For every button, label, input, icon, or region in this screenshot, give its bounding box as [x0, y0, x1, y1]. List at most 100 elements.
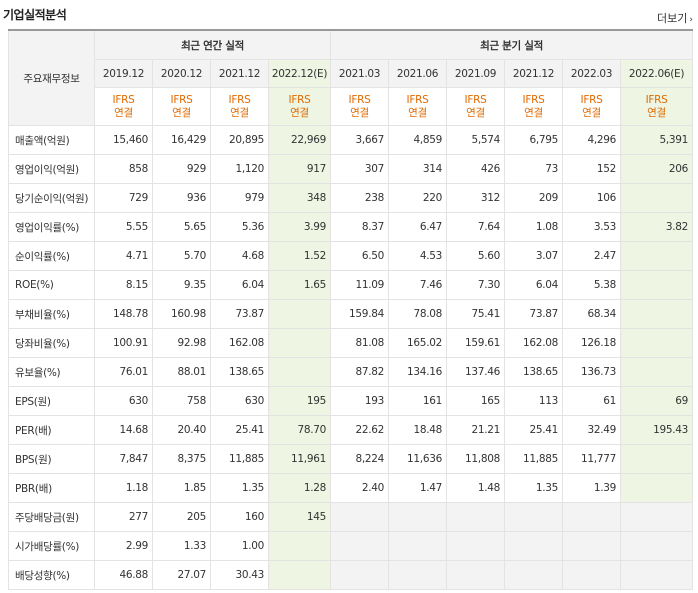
annual-header: 최근 연간 실적 — [94, 29, 331, 60]
ifrs-label: IFRS 연결 — [330, 87, 389, 126]
row-label: 배당성향(%) — [8, 560, 95, 590]
table-cell: 220 — [388, 183, 447, 213]
table-cell: 22.62 — [330, 415, 389, 445]
table-cell — [504, 560, 563, 590]
table-cell — [268, 531, 331, 561]
table-cell: 138.65 — [210, 357, 269, 387]
table-cell: 858 — [94, 154, 153, 184]
row-label: 순이익률(%) — [8, 241, 95, 271]
ifrs-label: IFRS 연결 — [210, 87, 269, 126]
table-cell — [562, 560, 621, 590]
table-cell — [619, 270, 694, 300]
period-header: 2021.09 — [446, 59, 505, 88]
table-cell: 630 — [94, 386, 153, 416]
period-header: 2022.03 — [562, 59, 621, 88]
row-label: 주당배당금(원) — [8, 502, 95, 532]
table-cell: 159.84 — [330, 299, 389, 329]
table-cell: 75.41 — [446, 299, 505, 329]
table-cell: 1.35 — [504, 473, 563, 503]
table-cell: 165 — [446, 386, 505, 416]
table-cell: 6.04 — [210, 270, 269, 300]
table-cell: 160 — [210, 502, 269, 532]
table-row: 영업이익(억원) 858 929 1,120 917 307 314 426 73 152 206 — [8, 154, 694, 184]
quarter-header: 최근 분기 실적 — [329, 29, 694, 60]
table-row: ROE(%) 8.15 9.35 6.04 1.65 11.09 7.46 7.30 6.04 5… — [8, 270, 694, 300]
row-label: BPS(원) — [8, 444, 95, 474]
ifrs-label: IFRS 연결 — [504, 87, 563, 126]
table-cell — [268, 299, 331, 329]
chevron-right-icon: › — [689, 15, 693, 25]
table-cell — [388, 560, 447, 590]
row-label: PBR(배) — [8, 473, 95, 503]
table-cell: 161 — [388, 386, 447, 416]
table-cell: 162.08 — [210, 328, 269, 358]
table-cell: 106 — [562, 183, 621, 213]
table-cell: 729 — [94, 183, 153, 213]
table-cell: 3.82 — [619, 212, 694, 242]
more-link[interactable]: 더보기 › — [657, 10, 693, 26]
table-cell: 238 — [330, 183, 389, 213]
row-label: 시가배당률(%) — [8, 531, 95, 561]
table-cell: 25.41 — [210, 415, 269, 445]
table-cell — [619, 299, 694, 329]
table-cell — [388, 502, 447, 532]
row-label: 영업이익(억원) — [8, 154, 95, 184]
table-cell: 426 — [446, 154, 505, 184]
table-cell — [619, 183, 694, 213]
table-row: 당좌비율(%) 100.91 92.98 162.08 81.08 165.02 159.6… — [8, 328, 694, 358]
table-cell: 3.53 — [562, 212, 621, 242]
row-header: 주요재무정보 — [8, 29, 95, 126]
table-cell: 148.78 — [94, 299, 153, 329]
table-cell: 312 — [446, 183, 505, 213]
table-cell: 20,895 — [210, 125, 269, 155]
table-cell: 4.71 — [94, 241, 153, 271]
table-cell: 2.40 — [330, 473, 389, 503]
table-cell: 126.18 — [562, 328, 621, 358]
table-cell: 4,296 — [562, 125, 621, 155]
table-cell: 30.43 — [210, 560, 269, 590]
table-cell: 5.70 — [152, 241, 211, 271]
table-cell: 20.40 — [152, 415, 211, 445]
ifrs-label: IFRS 연결 — [152, 87, 211, 126]
table-cell: 1.18 — [94, 473, 153, 503]
table-cell — [619, 473, 694, 503]
row-label: 유보율(%) — [8, 357, 95, 387]
table-cell: 145 — [268, 502, 331, 532]
table-cell: 5,391 — [619, 125, 694, 155]
table-cell: 9.35 — [152, 270, 211, 300]
table-cell: 195 — [268, 386, 331, 416]
table-cell: 87.82 — [330, 357, 389, 387]
table-cell: 138.65 — [504, 357, 563, 387]
table-cell: 78.70 — [268, 415, 331, 445]
table-cell — [619, 357, 694, 387]
table-cell: 917 — [268, 154, 331, 184]
table-cell: 78.08 — [388, 299, 447, 329]
table-cell — [330, 531, 389, 561]
table-row: 유보율(%) 76.01 88.01 138.65 87.82 134.16 137.46 1… — [8, 357, 694, 387]
table-cell: 69 — [619, 386, 694, 416]
table-cell: 73.87 — [504, 299, 563, 329]
table-cell: 205 — [152, 502, 211, 532]
table-cell: 2.47 — [562, 241, 621, 271]
table-cell: 7,847 — [94, 444, 153, 474]
table-cell — [562, 502, 621, 532]
period-header: 2022.12(E) — [268, 59, 331, 88]
table-cell: 46.88 — [94, 560, 153, 590]
table-cell: 27.07 — [152, 560, 211, 590]
row-label: 당좌비율(%) — [8, 328, 95, 358]
row-label: 부채비율(%) — [8, 299, 95, 329]
table-cell: 1.08 — [504, 212, 563, 242]
ifrs-label: IFRS 연결 — [94, 87, 153, 126]
period-header: 2020.12 — [152, 59, 211, 88]
table-row: 당기순이익(억원) 729 936 979 348 238 220 312 209 106 — [8, 183, 694, 213]
table-row: BPS(원) 7,847 8,375 11,885 11,961 8,224 11,636 1… — [8, 444, 694, 474]
table-cell: 4,859 — [388, 125, 447, 155]
table-cell — [619, 560, 694, 590]
row-label: 당기순이익(억원) — [8, 183, 95, 213]
table-cell — [619, 531, 694, 561]
table-cell: 81.08 — [330, 328, 389, 358]
table-row: 순이익률(%) 4.71 5.70 4.68 1.52 6.50 4.53 5.60 3.07 2… — [8, 241, 694, 271]
table-cell: 61 — [562, 386, 621, 416]
ifrs-label: IFRS 연결 — [562, 87, 621, 126]
table-cell: 8.37 — [330, 212, 389, 242]
